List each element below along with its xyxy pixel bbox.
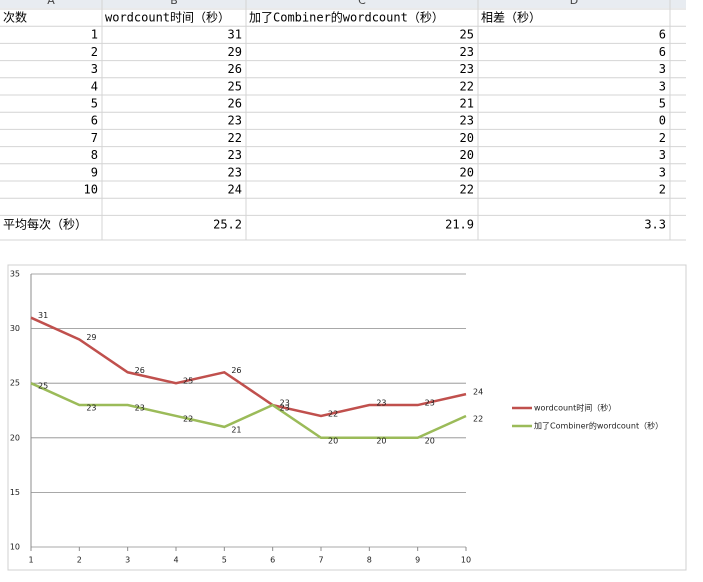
column-letter: C: [358, 0, 366, 7]
x-tick-label: 9: [415, 556, 420, 565]
column-letter: D: [570, 0, 578, 7]
table-cell: 3: [659, 165, 666, 179]
y-tick-label: 25: [10, 379, 20, 388]
legend-label: wordcount时间（秒）: [534, 403, 616, 413]
table-cell: 23: [460, 62, 474, 76]
y-tick-label: 30: [10, 324, 20, 333]
data-label: 22: [473, 414, 483, 423]
table-cell: 26: [228, 97, 242, 111]
x-tick-label: 7: [318, 556, 323, 565]
x-tick-label: 10: [461, 556, 471, 565]
header-cell: 相差（秒）: [481, 11, 541, 25]
data-label: 22: [328, 409, 338, 418]
chart-frame: [7, 264, 687, 571]
table-cell: 2: [659, 131, 666, 145]
data-label: 24: [473, 388, 483, 397]
data-label: 25: [38, 382, 48, 391]
average-cell: 25.2: [213, 218, 242, 232]
data-label: 20: [425, 436, 435, 445]
table-cell: 21: [460, 97, 474, 111]
data-label: 23: [425, 399, 435, 408]
table-cell: 8: [91, 148, 98, 162]
header-cell: 加了Combiner的wordcount（秒）: [249, 10, 444, 25]
table-cell: 22: [460, 79, 474, 93]
data-label: 23: [280, 399, 290, 408]
data-label: 23: [280, 404, 290, 413]
table-cell: 9: [91, 165, 98, 179]
column-header-bar: [0, 0, 686, 8]
table-cell: 25: [228, 79, 242, 93]
table-cell: 5: [659, 97, 666, 111]
table-cell: 29: [228, 45, 242, 59]
table-cell: 23: [460, 45, 474, 59]
x-tick-label: 3: [125, 556, 130, 565]
table-cell: 26: [228, 62, 242, 76]
table-cell: 20: [460, 131, 474, 145]
data-label: 22: [183, 414, 193, 423]
table-cell: 2: [91, 45, 98, 59]
average-cell: 21.9: [445, 218, 474, 232]
average-cell: 3.3: [644, 218, 666, 232]
table-cell: 7: [91, 131, 98, 145]
table-cell: 2: [659, 183, 666, 197]
x-tick-label: 1: [28, 556, 33, 565]
x-tick-label: 5: [222, 556, 227, 565]
series-line: [30, 316, 467, 418]
table-cell: 4: [91, 79, 98, 93]
data-label: 23: [86, 404, 96, 413]
table-cell: 31: [228, 28, 242, 42]
table-cell: 23: [228, 148, 242, 162]
data-label: 23: [135, 404, 145, 413]
table-cell: 6: [659, 45, 666, 59]
table-cell: 3: [659, 79, 666, 93]
table-cell: 23: [460, 114, 474, 128]
table-cell: 20: [460, 165, 474, 179]
x-tick-label: 6: [270, 556, 275, 565]
table-cell: 25: [460, 28, 474, 42]
table-cell: 23: [228, 114, 242, 128]
table-cell: 3: [91, 62, 98, 76]
data-label: 21: [231, 425, 241, 434]
header-cell: 次数: [3, 10, 27, 25]
table-cell: 10: [84, 183, 98, 197]
table-cell: 3: [659, 62, 666, 76]
table-cell: 22: [228, 131, 242, 145]
table-cell: 20: [460, 148, 474, 162]
data-label: 26: [135, 366, 145, 375]
header-cell: wordcount时间（秒）: [105, 11, 230, 25]
x-tick-label: 2: [77, 556, 82, 565]
column-letter: B: [170, 0, 178, 7]
column-letter: A: [47, 0, 55, 7]
y-tick-label: 15: [10, 488, 20, 497]
series-line: [30, 382, 467, 440]
table-cell: 22: [460, 183, 474, 197]
table-cell: 6: [91, 114, 98, 128]
y-tick-label: 35: [10, 270, 20, 279]
data-label: 20: [328, 436, 338, 445]
y-tick-label: 20: [10, 433, 20, 442]
x-tick-label: 4: [173, 556, 178, 565]
data-label: 20: [376, 436, 386, 445]
data-label: 23: [376, 399, 386, 408]
legend-label: 加了Combiner的wordcount（秒）: [534, 421, 663, 431]
table-cell: 6: [659, 28, 666, 42]
data-label: 29: [86, 333, 96, 342]
data-label: 31: [38, 311, 48, 320]
table-cell: 5: [91, 97, 98, 111]
table-cell: 1: [91, 28, 98, 42]
table-cell: 3: [659, 148, 666, 162]
data-label: 26: [231, 366, 241, 375]
table-cell: 0: [659, 114, 666, 128]
table-cell: 24: [228, 183, 242, 197]
x-tick-label: 8: [367, 556, 372, 565]
average-label: 平均每次（秒）: [3, 217, 87, 232]
data-label: 25: [183, 377, 193, 386]
table-cell: 23: [228, 165, 242, 179]
y-tick-label: 10: [10, 543, 20, 552]
